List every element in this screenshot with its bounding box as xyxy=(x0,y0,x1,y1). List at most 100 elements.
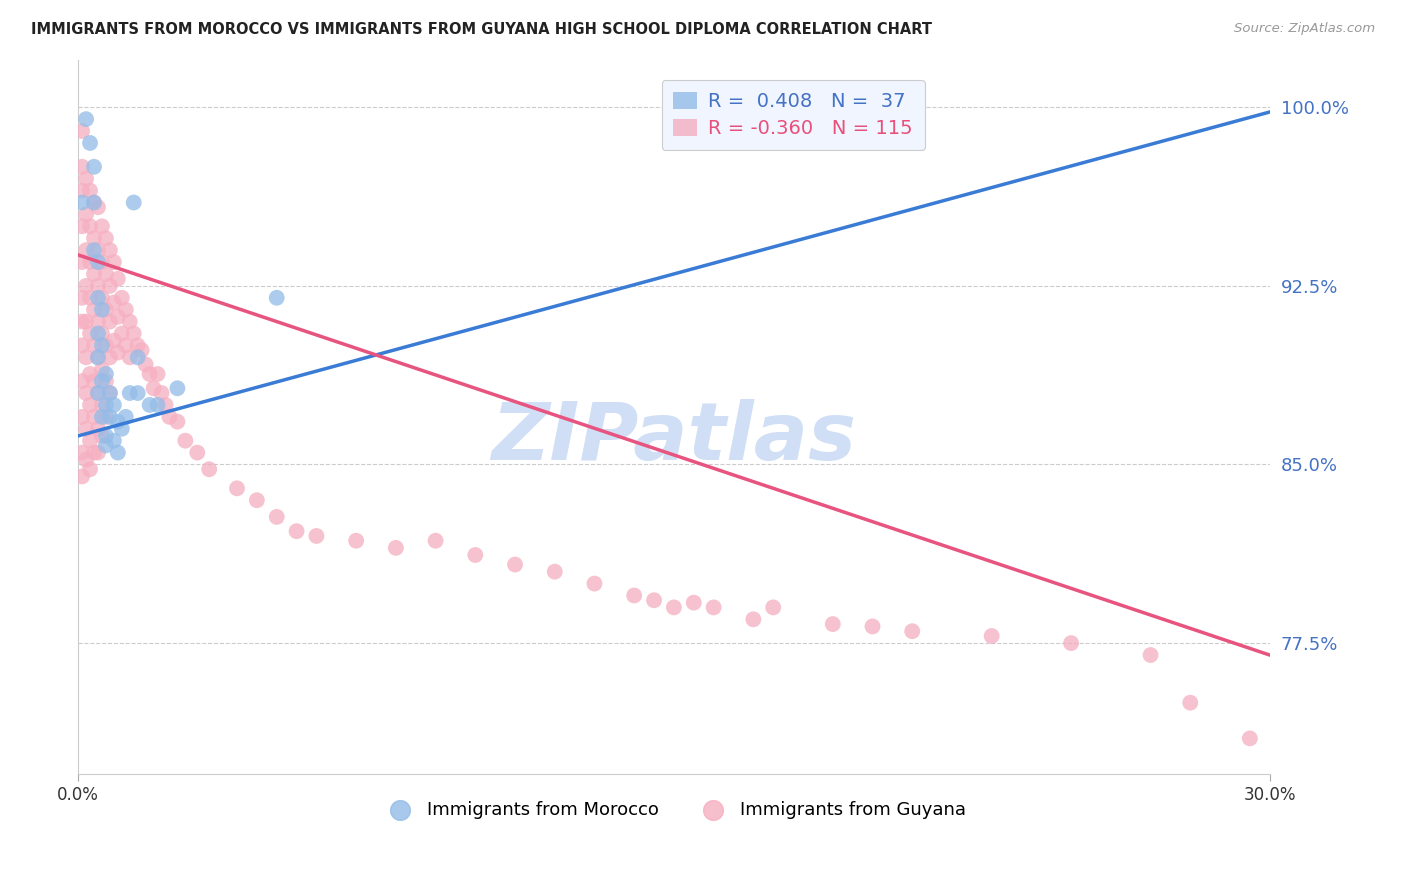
Point xyxy=(83,302,105,317)
Point xyxy=(94,267,117,281)
Legend: Immigrants from Morocco, Immigrants from Guyana: Immigrants from Morocco, Immigrants from… xyxy=(374,793,973,826)
Point xyxy=(266,509,288,524)
Point xyxy=(114,302,136,317)
Point xyxy=(344,533,367,548)
Text: Source: ZipAtlas.com: Source: ZipAtlas.com xyxy=(1234,22,1375,36)
Point xyxy=(87,422,110,436)
Point xyxy=(83,195,105,210)
Point xyxy=(98,386,121,401)
Point xyxy=(142,381,165,395)
Point xyxy=(83,267,105,281)
Point xyxy=(91,362,114,376)
Point xyxy=(70,195,93,210)
Point xyxy=(87,255,110,269)
Point xyxy=(901,624,924,639)
Point xyxy=(70,124,93,138)
Point xyxy=(305,529,328,543)
Point xyxy=(83,374,105,388)
Point xyxy=(98,386,121,401)
Point xyxy=(91,409,114,424)
Point xyxy=(91,429,114,443)
Point xyxy=(166,381,188,395)
Point xyxy=(83,231,105,245)
Point xyxy=(94,409,117,424)
Point xyxy=(83,195,105,210)
Point xyxy=(111,422,134,436)
Point xyxy=(79,291,101,305)
Point xyxy=(103,295,125,310)
Point xyxy=(107,445,129,459)
Point xyxy=(91,255,114,269)
Point xyxy=(70,184,93,198)
Point xyxy=(94,367,117,381)
Point xyxy=(70,315,93,329)
Point xyxy=(94,429,117,443)
Point xyxy=(103,334,125,348)
Point xyxy=(79,255,101,269)
Point xyxy=(87,326,110,341)
Point xyxy=(75,386,97,401)
Point xyxy=(127,386,149,401)
Point xyxy=(79,219,101,234)
Text: IMMIGRANTS FROM MOROCCO VS IMMIGRANTS FROM GUYANA HIGH SCHOOL DIPLOMA CORRELATIO: IMMIGRANTS FROM MOROCCO VS IMMIGRANTS FR… xyxy=(31,22,932,37)
Point xyxy=(98,278,121,293)
Point xyxy=(862,619,884,633)
Point xyxy=(75,243,97,257)
Point xyxy=(87,351,110,365)
Point xyxy=(79,367,101,381)
Point xyxy=(114,338,136,352)
Point xyxy=(682,596,704,610)
Point xyxy=(122,326,145,341)
Point xyxy=(138,398,160,412)
Point xyxy=(91,291,114,305)
Point xyxy=(87,243,110,257)
Point xyxy=(91,398,114,412)
Point xyxy=(762,600,785,615)
Point xyxy=(146,398,169,412)
Point xyxy=(103,434,125,448)
Point xyxy=(79,136,101,150)
Point xyxy=(1239,731,1261,746)
Point xyxy=(70,219,93,234)
Point xyxy=(79,184,101,198)
Point xyxy=(70,445,93,459)
Point xyxy=(79,462,101,476)
Point xyxy=(70,409,93,424)
Point xyxy=(155,398,177,412)
Point xyxy=(186,445,208,459)
Point xyxy=(83,160,105,174)
Point xyxy=(159,409,181,424)
Point xyxy=(87,291,110,305)
Point xyxy=(94,302,117,317)
Point xyxy=(127,338,149,352)
Point xyxy=(87,200,110,214)
Point xyxy=(83,409,105,424)
Point xyxy=(91,219,114,234)
Point xyxy=(107,310,129,324)
Text: ZIPatlas: ZIPatlas xyxy=(492,400,856,477)
Point xyxy=(1180,696,1202,710)
Point xyxy=(114,409,136,424)
Point xyxy=(70,469,93,483)
Point xyxy=(285,524,308,539)
Point xyxy=(662,600,685,615)
Point xyxy=(87,445,110,459)
Point xyxy=(131,343,153,358)
Point xyxy=(1139,648,1161,662)
Point xyxy=(75,422,97,436)
Point xyxy=(703,600,725,615)
Point xyxy=(198,462,221,476)
Point xyxy=(643,593,665,607)
Point xyxy=(107,345,129,359)
Point xyxy=(75,112,97,127)
Point xyxy=(98,243,121,257)
Point xyxy=(111,291,134,305)
Point xyxy=(138,367,160,381)
Point xyxy=(70,255,93,269)
Point xyxy=(821,617,844,632)
Point xyxy=(87,315,110,329)
Point xyxy=(111,326,134,341)
Point xyxy=(94,338,117,352)
Point xyxy=(107,271,129,285)
Point xyxy=(118,386,141,401)
